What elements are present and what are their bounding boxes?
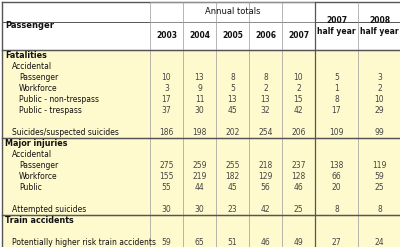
- Text: Potentially higher risk train accidents: Potentially higher risk train accidents: [12, 238, 156, 247]
- Text: 30: 30: [162, 205, 171, 214]
- Text: 2003: 2003: [156, 32, 177, 41]
- Text: 275: 275: [159, 161, 174, 170]
- Text: 2006: 2006: [255, 32, 276, 41]
- Text: 3: 3: [377, 73, 382, 82]
- Text: 237: 237: [291, 161, 306, 170]
- Text: 8: 8: [377, 205, 382, 214]
- Text: 2007: 2007: [288, 32, 309, 41]
- Text: 44: 44: [195, 183, 204, 192]
- Text: Train accidents: Train accidents: [5, 216, 74, 225]
- Text: Major injuries: Major injuries: [5, 139, 68, 148]
- Text: 182: 182: [225, 172, 240, 181]
- Text: 25: 25: [375, 183, 384, 192]
- Text: 13: 13: [261, 95, 270, 104]
- Text: Passenger: Passenger: [19, 73, 58, 82]
- Text: 2: 2: [263, 84, 268, 93]
- Text: 2004: 2004: [189, 32, 210, 41]
- Text: Passenger: Passenger: [5, 21, 54, 30]
- Text: 119: 119: [372, 161, 387, 170]
- Text: 5: 5: [334, 73, 339, 82]
- Text: 2: 2: [296, 84, 301, 93]
- Text: 8: 8: [334, 205, 339, 214]
- Text: 8: 8: [263, 73, 268, 82]
- Text: 15: 15: [294, 95, 303, 104]
- Text: 198: 198: [192, 128, 207, 137]
- Text: 206: 206: [291, 128, 306, 137]
- Text: Workforce: Workforce: [19, 84, 58, 93]
- Text: 30: 30: [195, 106, 204, 115]
- Text: 128: 128: [291, 172, 306, 181]
- Text: 17: 17: [162, 95, 171, 104]
- Text: 30: 30: [195, 205, 204, 214]
- Text: 13: 13: [228, 95, 237, 104]
- Text: 129: 129: [258, 172, 273, 181]
- Text: 55: 55: [162, 183, 171, 192]
- Text: 17: 17: [332, 106, 341, 115]
- Text: Fatalities: Fatalities: [5, 51, 47, 60]
- Text: 66: 66: [332, 172, 341, 181]
- Text: Public - non-trespass: Public - non-trespass: [19, 95, 99, 104]
- Text: 51: 51: [228, 238, 237, 247]
- Text: 8: 8: [230, 73, 235, 82]
- Text: 11: 11: [195, 95, 204, 104]
- Text: 2008
half year: 2008 half year: [360, 16, 399, 36]
- Text: 46: 46: [261, 238, 270, 247]
- Text: 2007
half year: 2007 half year: [317, 16, 356, 36]
- Text: 219: 219: [192, 172, 207, 181]
- Text: 49: 49: [294, 238, 303, 247]
- Bar: [2, 50, 400, 247]
- Text: 25: 25: [294, 205, 303, 214]
- Text: Suicides/suspected suicides: Suicides/suspected suicides: [12, 128, 119, 137]
- Text: Accidental: Accidental: [12, 150, 52, 159]
- Text: 2005: 2005: [222, 32, 243, 41]
- Text: 56: 56: [261, 183, 270, 192]
- Text: 42: 42: [294, 106, 303, 115]
- Text: 10: 10: [162, 73, 171, 82]
- Text: 138: 138: [329, 161, 344, 170]
- Text: Passenger: Passenger: [19, 161, 58, 170]
- Text: 254: 254: [258, 128, 273, 137]
- Text: 5: 5: [230, 84, 235, 93]
- Text: 13: 13: [195, 73, 204, 82]
- Text: 27: 27: [332, 238, 341, 247]
- Text: Public - trespass: Public - trespass: [19, 106, 82, 115]
- Text: 45: 45: [228, 106, 237, 115]
- Text: 23: 23: [228, 205, 237, 214]
- Text: 29: 29: [375, 106, 384, 115]
- Text: 32: 32: [261, 106, 270, 115]
- Text: Attempted suicides: Attempted suicides: [12, 205, 86, 214]
- Text: Annual totals: Annual totals: [205, 7, 260, 17]
- Text: 186: 186: [159, 128, 174, 137]
- Text: 9: 9: [197, 84, 202, 93]
- Text: 10: 10: [294, 73, 303, 82]
- Text: 45: 45: [228, 183, 237, 192]
- Text: 59: 59: [375, 172, 384, 181]
- Text: 99: 99: [375, 128, 384, 137]
- Text: Accidental: Accidental: [12, 62, 52, 71]
- Text: 59: 59: [162, 238, 171, 247]
- Text: 155: 155: [159, 172, 174, 181]
- Text: 109: 109: [329, 128, 344, 137]
- Text: 3: 3: [164, 84, 169, 93]
- Text: 24: 24: [375, 238, 384, 247]
- Text: 65: 65: [195, 238, 204, 247]
- Text: 20: 20: [332, 183, 341, 192]
- Text: Workforce: Workforce: [19, 172, 58, 181]
- Text: 46: 46: [294, 183, 303, 192]
- Text: 10: 10: [375, 95, 384, 104]
- Text: 42: 42: [261, 205, 270, 214]
- Text: 202: 202: [225, 128, 240, 137]
- Text: 218: 218: [258, 161, 273, 170]
- Text: 259: 259: [192, 161, 207, 170]
- Bar: [2, 2, 400, 50]
- Text: 255: 255: [225, 161, 240, 170]
- Text: 1: 1: [334, 84, 339, 93]
- Text: 8: 8: [334, 95, 339, 104]
- Text: Public: Public: [19, 183, 42, 192]
- Text: 37: 37: [162, 106, 171, 115]
- Text: 2: 2: [377, 84, 382, 93]
